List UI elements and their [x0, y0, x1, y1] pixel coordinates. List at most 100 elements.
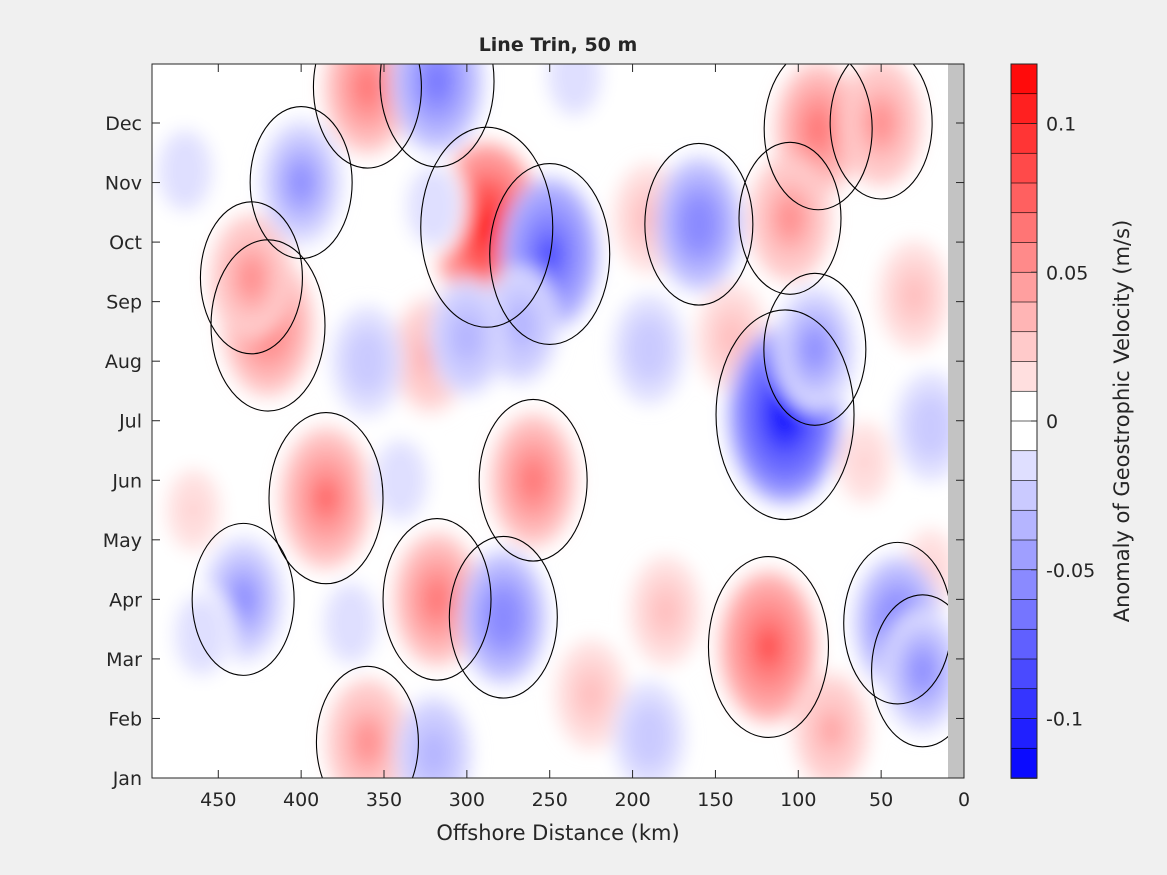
anomaly-ring [475, 210, 498, 245]
anomaly-ring [781, 205, 799, 231]
anomaly-feature-42 [541, 64, 608, 126]
colorbar-segment [1010, 242, 1038, 274]
x-tick-label: 400 [283, 789, 319, 811]
anomaly-feature-43 [152, 120, 219, 222]
anomaly-feature-26 [390, 64, 484, 153]
anomaly-feature-39 [317, 572, 385, 674]
zero-contour [315, 665, 419, 778]
anomaly-feature-15 [749, 155, 831, 282]
anomaly-ring [243, 265, 260, 291]
zero-contour [644, 142, 754, 306]
anomaly-ring [459, 325, 475, 350]
colorbar-tick-label: 0.1 [1046, 114, 1076, 136]
colorbar: -0.1 -0.05 0 0.05 0.1 [1010, 63, 1095, 779]
anomaly-ring [914, 658, 931, 684]
zero-contour [707, 556, 830, 738]
anomaly-feature-13 [326, 679, 409, 778]
anomaly-feature-23 [773, 286, 856, 413]
zero-contour [763, 272, 867, 426]
y-tick-label: Feb [108, 708, 142, 730]
anomaly-feature-29 [428, 278, 506, 397]
zero-contour [382, 518, 492, 681]
x-tick-label: 200 [614, 789, 650, 811]
colorbar-segment [1010, 658, 1038, 690]
x-axis-label: Offshore Distance (km) [436, 821, 679, 845]
anomaly-ring [292, 169, 310, 196]
anomaly-feature-5 [323, 64, 412, 155]
anomaly-ring [690, 210, 708, 238]
anomaly-ring [358, 73, 377, 101]
anomaly-ring [923, 415, 939, 438]
anomaly-feature-27 [260, 119, 343, 246]
zero-contour [489, 163, 611, 345]
colorbar-segment [1010, 123, 1038, 155]
colorbar-segment [1010, 212, 1038, 244]
x-tick-label: 250 [532, 789, 568, 811]
colorbar-segment [1010, 569, 1038, 601]
y-tick-label: Jun [111, 470, 142, 492]
anomaly-ring [494, 603, 513, 631]
colorbar-tick-label: -0.05 [1046, 560, 1095, 582]
anomaly-ring [393, 470, 408, 491]
anomaly-ring [360, 350, 375, 373]
anomaly-ring [427, 196, 441, 217]
y-tick-label: May [103, 530, 142, 552]
anomaly-feature-38 [613, 294, 685, 404]
y-tick-label: Nov [105, 173, 142, 195]
anomaly-feature-12 [793, 671, 870, 778]
anomaly-ring [316, 483, 336, 513]
x-tick-label: 100 [780, 789, 816, 811]
y-axis: Jan Feb Mar Apr May Jun Jul Aug Sep Oct Nov Dec [103, 113, 964, 790]
zero-contour [763, 64, 873, 211]
anomaly-ring [583, 683, 599, 706]
zero-contour-lines [191, 64, 964, 778]
zero-contour [478, 398, 588, 562]
anomaly-ring [539, 238, 560, 270]
anomaly-feature-37 [895, 372, 964, 482]
y-tick-label: Apr [109, 589, 142, 611]
colorbar-segment [1010, 539, 1038, 571]
anomaly-ring [427, 67, 447, 96]
colorbar-segment [1010, 182, 1038, 214]
anomaly-ring [641, 338, 657, 361]
anomaly-ring [641, 725, 657, 748]
anomaly-feature-28 [655, 157, 743, 292]
colorbar-segment [1010, 688, 1038, 720]
anomaly-ring [806, 336, 824, 362]
anomaly-feature-8 [393, 532, 481, 667]
colorbar-segment [1010, 628, 1038, 660]
anomaly-feature-31 [881, 607, 964, 734]
anomaly-feature-7 [279, 426, 373, 570]
chart-title: Line Trin, 50 m [479, 34, 638, 56]
anomaly-feature-34 [331, 306, 404, 416]
colorbar-segment [1010, 301, 1038, 333]
y-tick-label: Mar [106, 649, 142, 671]
anomaly-ring [567, 65, 582, 86]
colorbar-segment [1010, 599, 1038, 631]
plot-area [151, 63, 965, 779]
anomaly-feature-4 [840, 64, 923, 186]
anomaly-ring [758, 631, 779, 663]
colorbar-label: Anomaly of Geostrophic Velocity (m/s) [1110, 220, 1134, 623]
colorbar-segment [1010, 93, 1038, 125]
colorbar-segment [1010, 509, 1038, 541]
anomaly-feature-25 [481, 266, 559, 385]
x-axis: 450 400 350 300 250 200 150 100 50 0 [200, 64, 970, 811]
colorbar-segment [1010, 152, 1038, 184]
colorbar-segment [1010, 420, 1038, 452]
anomaly-ring [428, 585, 446, 613]
zero-contour [829, 64, 933, 200]
colorbar-segment [1010, 361, 1038, 393]
anomaly-ring [359, 729, 376, 755]
zero-contour [738, 141, 842, 295]
y-tick-label: Jan [112, 768, 142, 790]
anomaly-ring [724, 326, 740, 349]
colorbar-tick-label: 0 [1046, 411, 1058, 433]
anomaly-ring [426, 742, 442, 766]
zero-contour [312, 64, 422, 169]
colorbar-segment [1010, 331, 1038, 363]
anomaly-ring [907, 284, 922, 307]
x-tick-label: 150 [697, 789, 733, 811]
x-tick-label: 0 [958, 789, 970, 811]
